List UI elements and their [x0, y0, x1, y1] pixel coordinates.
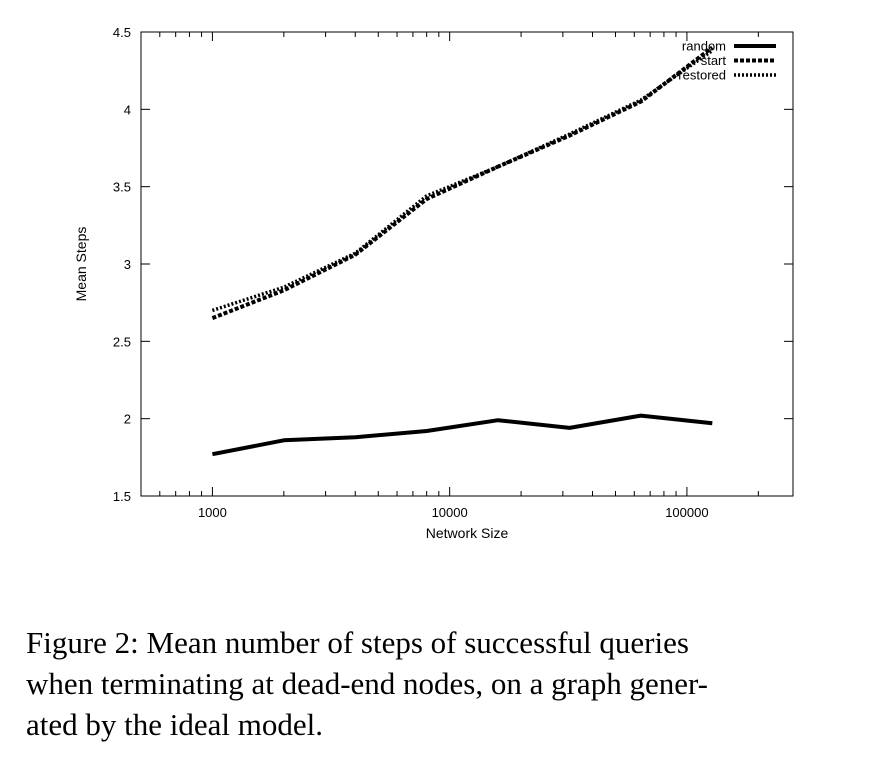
x-axis-label: Network Size	[426, 525, 509, 541]
y-tick-label: 1.5	[113, 489, 131, 504]
series-line-start	[211, 45, 714, 320]
y-tick-label: 4	[124, 102, 131, 117]
legend-label-random: random	[682, 39, 726, 54]
y-axis-label: Mean Steps	[73, 227, 89, 302]
x-tick-label: 100000	[665, 505, 708, 520]
line-chart: 1000 10000 100000 1.5 2 2.5 3 3.5 4 4.5 randomst…	[73, 25, 794, 541]
y-axis: 1.5 2 2.5 3 3.5 4 4.5	[113, 25, 793, 504]
x-tick-label: 1000	[198, 505, 227, 520]
figure-caption: Figure 2: Mean number of steps of succes…	[26, 625, 708, 742]
y-tick-label: 3	[124, 257, 131, 272]
y-tick-label: 3.5	[113, 180, 131, 195]
y-tick-label: 4.5	[113, 25, 131, 40]
plot-series	[211, 45, 714, 457]
y-tick-label: 2.5	[113, 334, 131, 349]
x-axis: 1000 10000 100000	[140, 32, 759, 520]
series-line-restored	[211, 49, 714, 313]
y-tick-label: 2	[124, 412, 131, 427]
series-line-random	[212, 413, 713, 457]
x-tick-label: 10000	[432, 505, 468, 520]
legend-label-start: start	[701, 53, 727, 68]
legend-label-restored: restored	[678, 68, 726, 83]
